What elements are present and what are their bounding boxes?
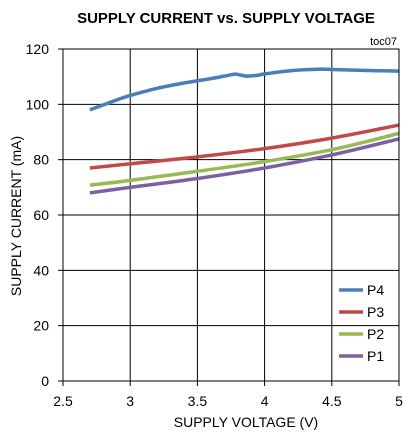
x-axis-label: SUPPLY VOLTAGE (V) [174,414,318,430]
grid-layer [63,49,399,381]
chart-title: SUPPLY CURRENT vs. SUPPLY VOLTAGE [77,10,375,27]
x-tick-label: 3 [126,393,134,409]
legend-label-p4: P4 [367,282,384,298]
y-tick-label: 60 [33,207,49,223]
series-line-p2 [89,131,400,187]
legend-label-p1: P1 [367,348,384,364]
y-axis-label: SUPPLY CURRENT (mA) [8,136,24,296]
y-tick-label: 100 [26,96,50,112]
x-tick-label: 2.5 [53,393,73,409]
series-layer [89,67,400,195]
y-tick-label: 80 [33,152,49,168]
series-line-p1 [89,137,400,195]
legend: P4 P3 P2 P1 [339,282,384,364]
y-tick-label: 0 [41,373,49,389]
x-tick-label: 5 [395,393,403,409]
y-tick-label: 20 [33,318,49,334]
ticks-layer: 2.5 3 3.5 4 4.5 5 0 20 40 60 80 100 120 [26,41,403,409]
legend-label-p2: P2 [367,326,384,342]
y-tick-label: 120 [26,41,50,57]
x-tick-label: 3.5 [188,393,208,409]
y-tick-label: 40 [33,262,49,278]
x-tick-label: 4 [261,393,269,409]
chart-annotation: toc07 [370,36,397,48]
x-tick-label: 4.5 [322,393,342,409]
series-line-p3 [89,123,400,170]
series-line-p4 [89,67,400,112]
legend-label-p3: P3 [367,304,384,320]
